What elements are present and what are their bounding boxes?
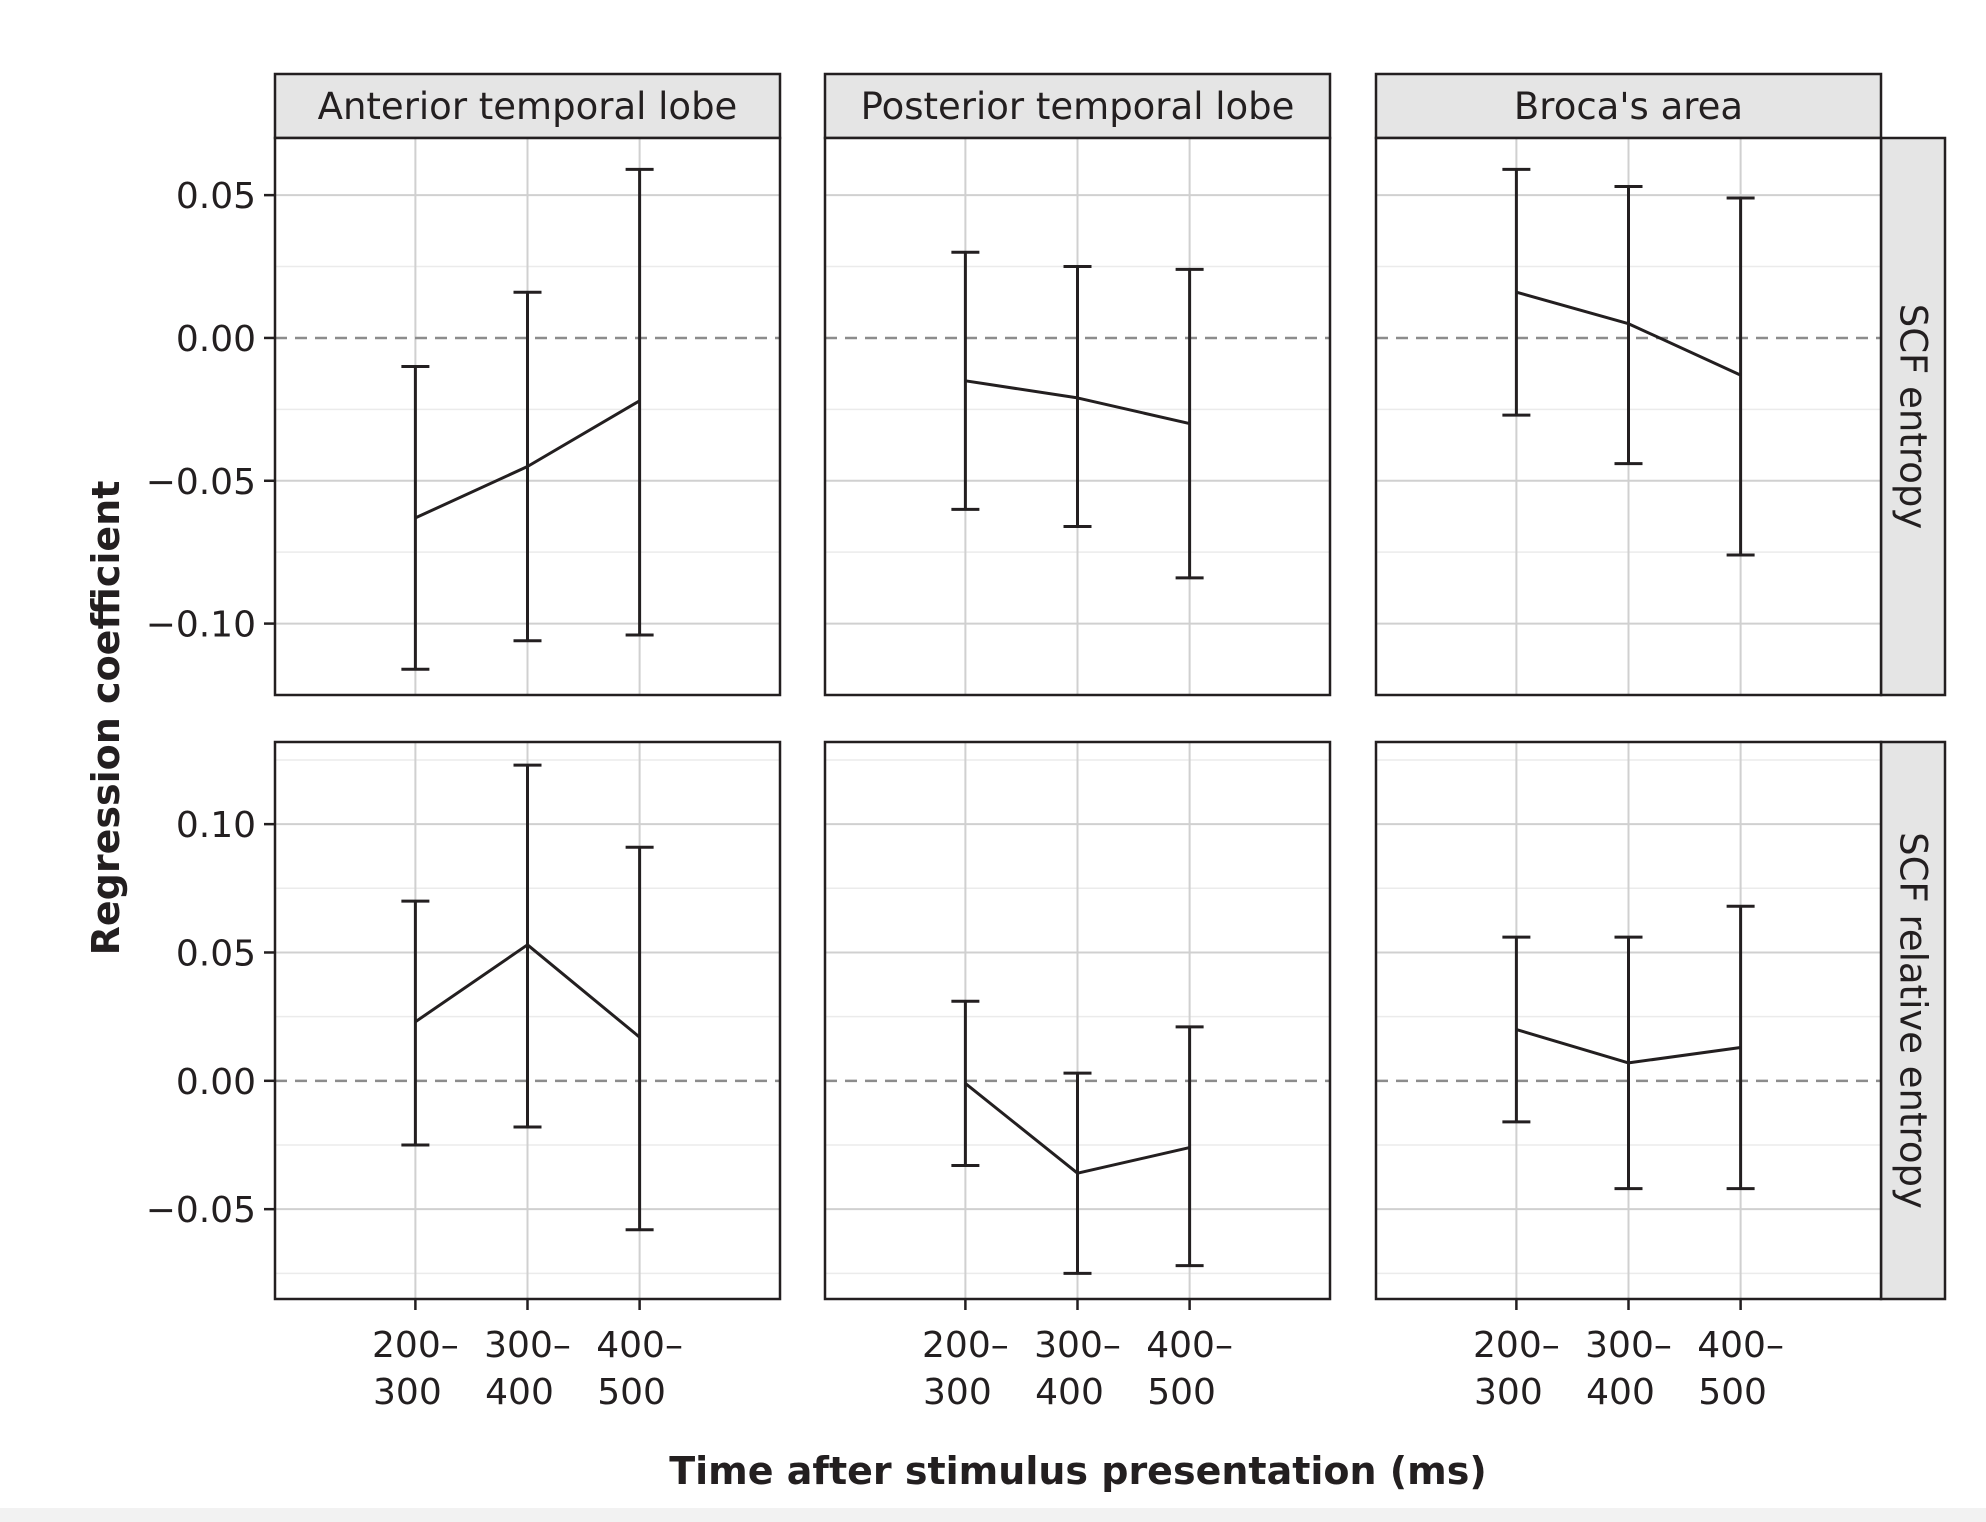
mean-line [1515, 1028, 1741, 1065]
row-strip-label: SCF relative entropy [1892, 832, 1935, 1209]
column-strip-label: Posterior temporal lobe [861, 85, 1295, 128]
row-strip-box [1879, 740, 1947, 1301]
error-bar [1502, 935, 1531, 1124]
x-tick-label-line2: 500 [1698, 1372, 1767, 1413]
column-strip-box [823, 72, 1332, 140]
mean-line [964, 1082, 1190, 1175]
error-bar [951, 250, 980, 511]
x-tick-label-line2: 500 [1147, 1372, 1216, 1413]
panel [823, 740, 1332, 1301]
mean-line [1515, 290, 1742, 377]
panel-border [1374, 136, 1883, 697]
column-strip: Broca's area [1374, 72, 1883, 140]
panel-border [823, 136, 1332, 697]
row-strip: SCF relative entropy [1879, 740, 1947, 1301]
panel-border [273, 136, 782, 697]
error-bar [1726, 904, 1755, 1191]
y-tick-label: 0.10 [176, 805, 256, 846]
x-tick-label-line1: 200– [372, 1325, 459, 1366]
x-tick-label-line2: 500 [597, 1372, 666, 1413]
panel [1374, 740, 1883, 1301]
x-tick-label-line1: 200– [922, 1325, 1009, 1366]
panel [273, 136, 782, 697]
column-strip: Posterior temporal lobe [823, 72, 1332, 140]
bottom-band [0, 1508, 1986, 1522]
x-tick-label-line2: 300 [923, 1372, 992, 1413]
mean-line [965, 379, 1190, 426]
x-tick-label-line2: 400 [1035, 1372, 1104, 1413]
x-tick-label-line1: 400– [1146, 1325, 1233, 1366]
error-bar [1175, 267, 1204, 580]
error-bar [401, 365, 430, 671]
y-tick-label: 0.00 [176, 1062, 256, 1103]
error-bar [1726, 196, 1755, 557]
y-tick-label: 0.05 [176, 933, 256, 974]
panel [273, 740, 782, 1301]
mean-line [414, 943, 641, 1039]
x-tick-label-line1: 300– [1585, 1325, 1672, 1366]
y-tick-label: 0.05 [176, 176, 256, 217]
row-strip-box [1879, 136, 1947, 697]
x-axis-title: Time after stimulus presentation (ms) [669, 1449, 1487, 1493]
y-tick-label: −0.10 [146, 605, 256, 646]
column-strip-box [273, 72, 782, 140]
error-bar [401, 899, 430, 1147]
x-tick-label-line2: 400 [485, 1372, 554, 1413]
panel [823, 136, 1332, 697]
x-tick-label-line1: 400– [1697, 1325, 1784, 1366]
row-strip-label: SCF entropy [1892, 304, 1935, 530]
column-strip-label: Anterior temporal lobe [318, 85, 738, 128]
error-bar [625, 845, 654, 1232]
y-tick-label: −0.05 [146, 462, 256, 503]
column-strip-label: Broca's area [1514, 85, 1743, 128]
x-tick-label-line1: 400– [596, 1325, 683, 1366]
x-tick-label-line1: 300– [1034, 1325, 1121, 1366]
x-tick-label-line1: 300– [484, 1325, 571, 1366]
y-tick-label: −0.05 [146, 1190, 256, 1231]
x-tick-label-line2: 300 [1474, 1372, 1543, 1413]
row-strip: SCF entropy [1879, 136, 1947, 697]
y-axis-title: Regression coefficient [84, 481, 128, 956]
column-strip-box [1374, 72, 1883, 140]
x-tick-label-line1: 200– [1473, 1325, 1560, 1366]
y-tick-label: 0.00 [176, 319, 256, 360]
mean-line [414, 399, 641, 520]
x-tick-label-line2: 400 [1586, 1372, 1655, 1413]
panel [1374, 136, 1883, 697]
error-bar [1175, 1025, 1204, 1268]
x-tick-label-line2: 300 [373, 1372, 442, 1413]
column-strip: Anterior temporal lobe [273, 72, 782, 140]
error-bar [951, 999, 980, 1168]
